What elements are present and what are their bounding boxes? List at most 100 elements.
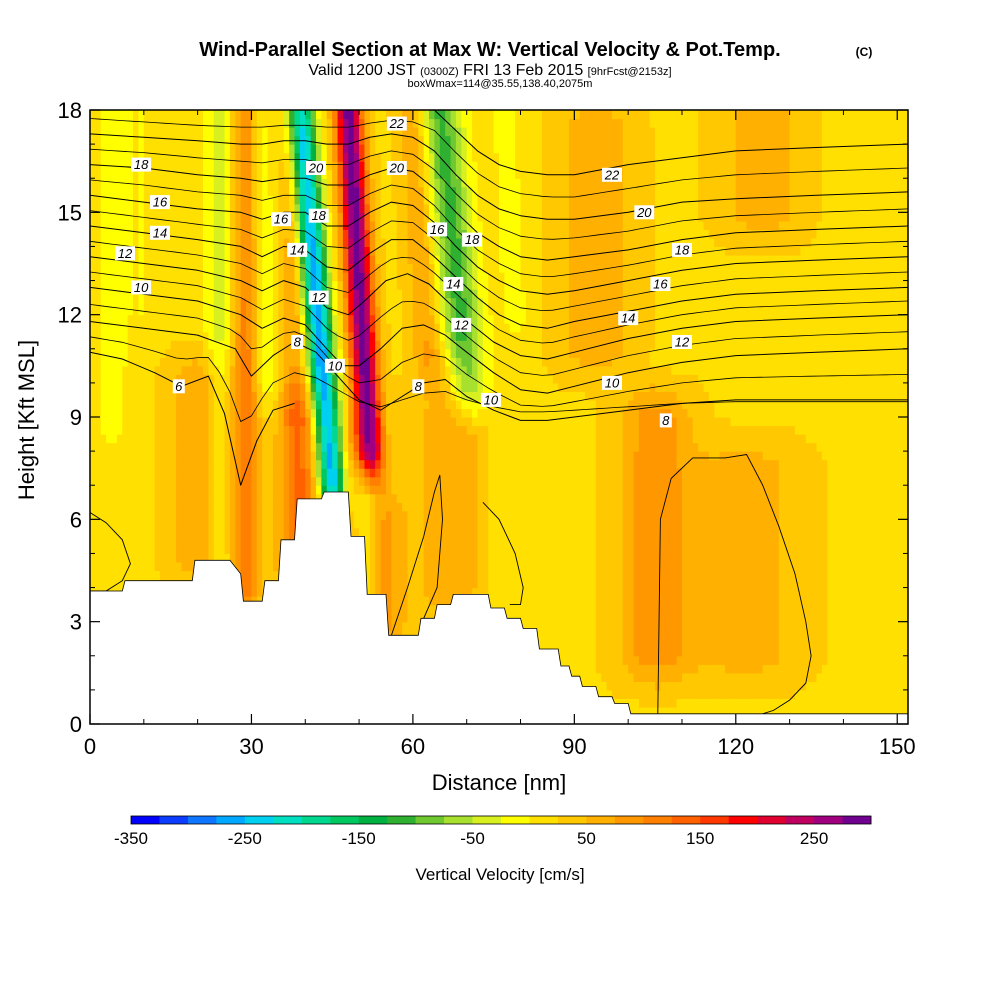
velocity-cell <box>240 144 247 154</box>
velocity-cell <box>380 306 387 316</box>
velocity-cell <box>299 118 306 128</box>
velocity-cell <box>208 365 215 375</box>
velocity-cell <box>219 442 226 452</box>
velocity-cell <box>181 272 188 282</box>
velocity-cell <box>208 536 215 546</box>
velocity-cell <box>445 348 452 358</box>
velocity-cell <box>143 272 150 282</box>
velocity-cell <box>412 323 419 333</box>
velocity-cell <box>106 186 113 196</box>
velocity-cell <box>100 485 107 495</box>
velocity-cell <box>402 604 409 614</box>
velocity-cell <box>439 485 446 495</box>
velocity-cell <box>423 348 430 358</box>
velocity-cell <box>391 561 398 572</box>
velocity-cell <box>412 468 419 478</box>
velocity-cell <box>380 442 387 452</box>
velocity-cell <box>385 382 392 393</box>
velocity-cell <box>321 323 328 333</box>
velocity-cell <box>450 357 457 367</box>
velocity-cell <box>321 254 328 265</box>
velocity-cell <box>165 459 172 469</box>
velocity-cell <box>418 289 425 299</box>
velocity-cell <box>176 468 183 478</box>
velocity-cell <box>445 127 452 137</box>
velocity-cell <box>122 493 129 503</box>
velocity-cell <box>429 382 436 393</box>
velocity-cell <box>262 365 269 375</box>
velocity-cell <box>385 536 392 546</box>
velocity-cell <box>353 348 360 358</box>
velocity-cell <box>299 161 306 171</box>
velocity-cell <box>364 178 371 188</box>
velocity-cell <box>429 553 436 563</box>
velocity-cell <box>283 510 290 520</box>
velocity-cell <box>127 570 134 580</box>
velocity-cell <box>240 314 247 324</box>
velocity-cell <box>407 237 414 248</box>
velocity-cell <box>283 135 290 145</box>
velocity-cell <box>310 451 317 461</box>
velocity-cell <box>369 510 376 520</box>
velocity-cell <box>359 118 366 128</box>
velocity-cell <box>305 110 312 120</box>
velocity-cell <box>337 442 344 452</box>
velocity-cell <box>262 434 269 444</box>
velocity-cell <box>267 468 274 478</box>
velocity-cell <box>149 246 156 256</box>
velocity-cell <box>235 229 242 239</box>
velocity-cell <box>251 254 258 265</box>
velocity-cell <box>445 323 452 333</box>
velocity-cell <box>294 314 301 324</box>
velocity-cell <box>439 519 446 529</box>
velocity-cell <box>391 468 398 478</box>
velocity-cell <box>143 246 150 256</box>
velocity-cell <box>305 212 312 222</box>
velocity-cell <box>267 519 274 529</box>
velocity-cell <box>369 374 376 384</box>
velocity-cell <box>106 203 113 213</box>
velocity-cell <box>219 544 226 555</box>
velocity-cell <box>170 459 177 469</box>
velocity-cell <box>229 527 236 537</box>
velocity-cell <box>423 118 430 128</box>
velocity-cell <box>143 570 150 580</box>
velocity-cell <box>127 263 134 273</box>
velocity-cell <box>106 246 113 256</box>
velocity-cell <box>412 630 419 640</box>
velocity-cell <box>369 254 376 265</box>
velocity-cell <box>203 297 209 307</box>
velocity-cell <box>143 357 150 367</box>
velocity-cell <box>434 451 441 461</box>
velocity-cell <box>455 169 462 179</box>
velocity-cell <box>208 391 215 401</box>
velocity-cell <box>122 476 129 486</box>
velocity-cell <box>396 553 403 563</box>
velocity-cell <box>423 135 430 145</box>
velocity-cell <box>106 527 113 537</box>
velocity-cell <box>289 280 296 290</box>
velocity-cell <box>154 468 161 478</box>
velocity-cell <box>434 348 441 358</box>
velocity-cell <box>229 152 236 162</box>
velocity-cell <box>423 340 430 350</box>
velocity-cell <box>149 382 156 393</box>
velocity-cell <box>213 272 220 282</box>
velocity-cell <box>402 357 409 367</box>
velocity-cell <box>192 118 199 128</box>
velocity-cell <box>439 399 446 410</box>
velocity-cell <box>106 110 113 120</box>
velocity-cell <box>272 425 279 435</box>
velocity-cell <box>213 510 220 520</box>
velocity-cell <box>181 306 188 316</box>
velocity-cell <box>251 306 258 316</box>
velocity-cell <box>450 510 457 520</box>
velocity-cell <box>418 553 425 563</box>
velocity-cell <box>321 195 328 205</box>
velocity-cell <box>310 382 317 393</box>
velocity-cell <box>235 118 242 128</box>
velocity-cell <box>359 451 366 461</box>
velocity-cell <box>310 254 317 265</box>
velocity-cell <box>375 110 382 120</box>
velocity-cell <box>111 229 118 239</box>
